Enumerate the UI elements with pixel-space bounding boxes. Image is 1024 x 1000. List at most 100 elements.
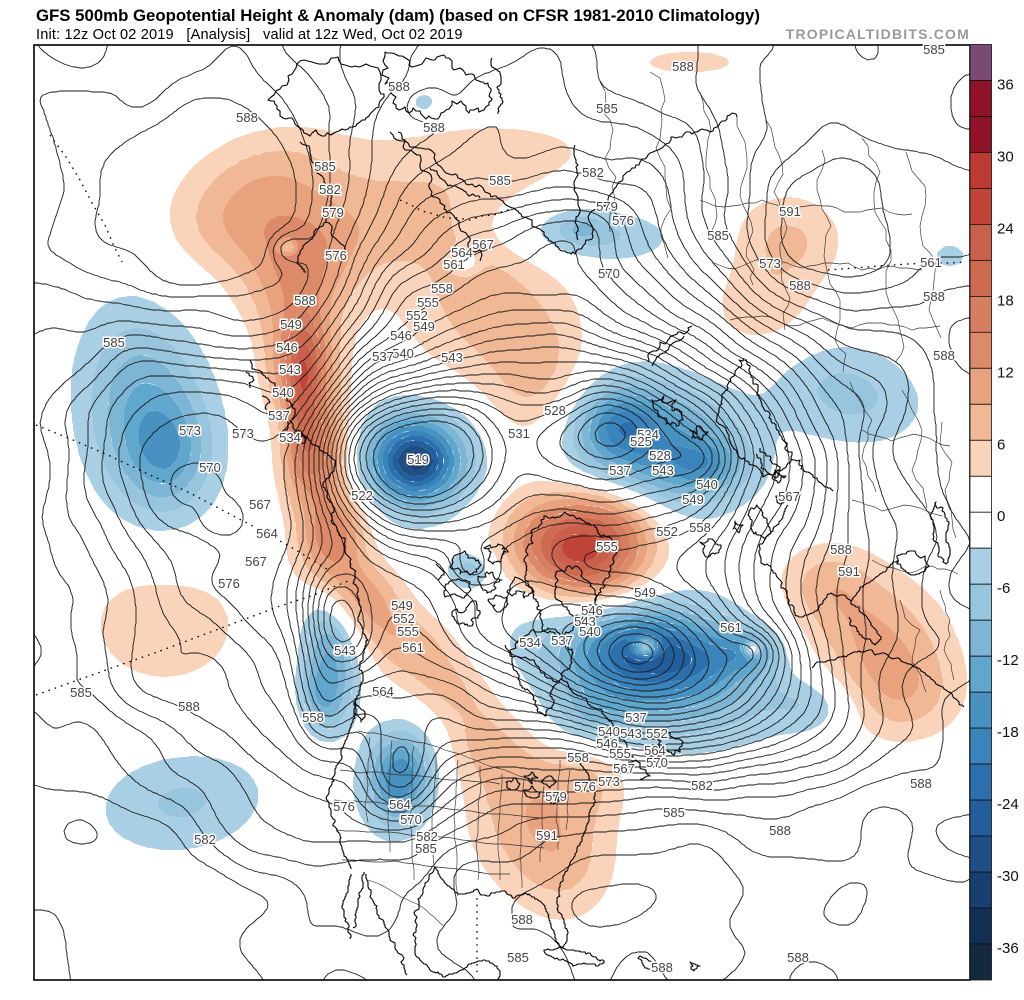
svg-text:588: 588 bbox=[178, 699, 200, 714]
svg-text:540: 540 bbox=[272, 385, 294, 400]
svg-text:540: 540 bbox=[392, 346, 414, 361]
svg-text:552: 552 bbox=[393, 611, 415, 626]
svg-text:585: 585 bbox=[103, 335, 125, 350]
svg-text:588: 588 bbox=[511, 912, 533, 927]
svg-text:588: 588 bbox=[923, 289, 945, 304]
svg-text:567: 567 bbox=[778, 489, 800, 504]
svg-text:18: 18 bbox=[997, 292, 1014, 309]
svg-text:588: 588 bbox=[910, 776, 932, 791]
svg-text:567: 567 bbox=[613, 761, 635, 776]
svg-text:537: 537 bbox=[268, 408, 290, 423]
svg-text:519: 519 bbox=[407, 452, 429, 467]
svg-text:561: 561 bbox=[920, 255, 942, 270]
svg-text:540: 540 bbox=[696, 477, 718, 492]
svg-text:552: 552 bbox=[656, 524, 678, 539]
svg-text:579: 579 bbox=[596, 199, 618, 214]
svg-text:573: 573 bbox=[232, 426, 254, 441]
svg-text:573: 573 bbox=[598, 774, 620, 789]
svg-text:567: 567 bbox=[249, 497, 271, 512]
svg-text:585: 585 bbox=[707, 228, 729, 243]
svg-text:564: 564 bbox=[389, 797, 411, 812]
svg-text:564: 564 bbox=[644, 743, 666, 758]
svg-text:525: 525 bbox=[630, 434, 652, 449]
svg-text:540: 540 bbox=[579, 624, 601, 639]
svg-text:537: 537 bbox=[551, 633, 573, 648]
svg-text:522: 522 bbox=[351, 488, 373, 503]
svg-text:585: 585 bbox=[489, 173, 511, 188]
svg-text:534: 534 bbox=[637, 427, 659, 442]
svg-text:-36: -36 bbox=[997, 940, 1019, 957]
svg-text:588: 588 bbox=[933, 348, 955, 363]
svg-text:537: 537 bbox=[609, 463, 631, 478]
svg-text:Init: 12z Oct 02 2019 [Analy: Init: 12z Oct 02 2019 [Analysis] valid a… bbox=[36, 27, 463, 43]
svg-text:546: 546 bbox=[596, 736, 618, 751]
svg-text:561: 561 bbox=[402, 640, 424, 655]
svg-text:564: 564 bbox=[372, 684, 394, 699]
svg-text:546: 546 bbox=[581, 603, 603, 618]
svg-text:558: 558 bbox=[567, 750, 589, 765]
svg-text:537: 537 bbox=[372, 349, 394, 364]
svg-text:540: 540 bbox=[598, 724, 620, 739]
svg-text:552: 552 bbox=[646, 726, 668, 741]
svg-text:588: 588 bbox=[423, 120, 445, 135]
svg-text:585: 585 bbox=[314, 159, 336, 174]
svg-text:555: 555 bbox=[417, 295, 439, 310]
svg-text:588: 588 bbox=[236, 110, 258, 125]
svg-text:30: 30 bbox=[997, 148, 1014, 165]
svg-text:6: 6 bbox=[997, 436, 1005, 453]
svg-text:561: 561 bbox=[720, 620, 742, 635]
svg-text:552: 552 bbox=[406, 308, 428, 323]
svg-text:576: 576 bbox=[333, 799, 355, 814]
svg-text:585: 585 bbox=[70, 685, 92, 700]
svg-text:558: 558 bbox=[302, 710, 324, 725]
svg-text:579: 579 bbox=[322, 205, 344, 220]
svg-text:543: 543 bbox=[441, 350, 463, 365]
svg-text:588: 588 bbox=[787, 950, 809, 965]
svg-text:576: 576 bbox=[218, 576, 240, 591]
svg-text:585: 585 bbox=[415, 841, 437, 856]
svg-text:582: 582 bbox=[416, 829, 438, 844]
svg-text:TROPICALTIDBITS.COM: TROPICALTIDBITS.COM bbox=[786, 26, 970, 42]
svg-text:570: 570 bbox=[400, 812, 422, 827]
svg-text:570: 570 bbox=[646, 755, 668, 770]
svg-text:537: 537 bbox=[625, 710, 647, 725]
svg-text:543: 543 bbox=[574, 614, 596, 629]
svg-text:555: 555 bbox=[596, 539, 618, 554]
svg-text:534: 534 bbox=[279, 430, 301, 445]
svg-text:36: 36 bbox=[997, 76, 1014, 93]
svg-text:582: 582 bbox=[582, 165, 604, 180]
svg-text:546: 546 bbox=[276, 340, 298, 355]
svg-text:549: 549 bbox=[391, 598, 413, 613]
svg-text:561: 561 bbox=[443, 257, 465, 272]
svg-text:549: 549 bbox=[682, 492, 704, 507]
svg-text:567: 567 bbox=[245, 554, 267, 569]
svg-text:546: 546 bbox=[390, 328, 412, 343]
svg-text:558: 558 bbox=[431, 281, 453, 296]
svg-text:585: 585 bbox=[596, 101, 618, 116]
svg-text:534: 534 bbox=[519, 635, 541, 650]
svg-text:576: 576 bbox=[574, 779, 596, 794]
svg-text:582: 582 bbox=[194, 832, 216, 847]
svg-text:582: 582 bbox=[319, 182, 341, 197]
svg-text:591: 591 bbox=[779, 204, 801, 219]
svg-text:-6: -6 bbox=[997, 580, 1010, 597]
svg-text:549: 549 bbox=[413, 319, 435, 334]
svg-text:555: 555 bbox=[397, 624, 419, 639]
svg-text:543: 543 bbox=[334, 643, 356, 658]
svg-text:591: 591 bbox=[536, 828, 558, 843]
svg-text:576: 576 bbox=[325, 248, 347, 263]
svg-text:12: 12 bbox=[997, 364, 1014, 381]
svg-text:567: 567 bbox=[472, 237, 494, 252]
svg-text:570: 570 bbox=[598, 266, 620, 281]
svg-text:579: 579 bbox=[545, 789, 567, 804]
svg-text:543: 543 bbox=[279, 362, 301, 377]
svg-text:585: 585 bbox=[507, 950, 529, 965]
svg-text:GFS 500mb Geopotential Height: GFS 500mb Geopotential Height & Anomaly … bbox=[36, 6, 760, 25]
svg-text:558: 558 bbox=[689, 520, 711, 535]
svg-text:585: 585 bbox=[663, 805, 685, 820]
svg-text:564: 564 bbox=[451, 245, 473, 260]
svg-text:0: 0 bbox=[997, 508, 1005, 525]
svg-text:555: 555 bbox=[609, 746, 631, 761]
svg-text:549: 549 bbox=[634, 585, 656, 600]
svg-text:588: 588 bbox=[769, 823, 791, 838]
